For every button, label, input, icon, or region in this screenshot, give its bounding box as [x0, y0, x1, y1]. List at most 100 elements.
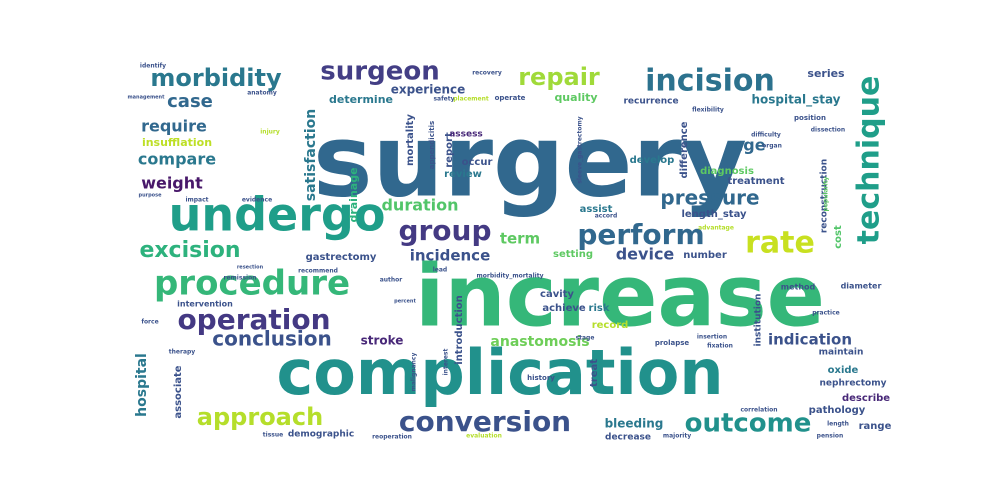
word-60: risk [589, 303, 610, 314]
word-43: mortality [405, 114, 416, 166]
word-3: undergo [169, 188, 386, 242]
word-80: history [527, 374, 555, 382]
word-30: anastomosis [490, 334, 589, 350]
word-101: operate [495, 94, 526, 102]
word-123: anatomy [247, 90, 277, 97]
word-20: case [167, 91, 213, 112]
word-83: dissection [811, 127, 845, 134]
word-2: complication [276, 336, 723, 409]
word-46: occur [462, 157, 493, 168]
word-57: gastrectomy [306, 252, 377, 263]
word-41: insufflation [142, 136, 212, 149]
word-50: develop [630, 155, 675, 166]
word-79: prolapse [655, 339, 690, 347]
word-67: nephrectomy [820, 379, 887, 389]
word-47: difference [679, 121, 690, 178]
word-88: sleeve_gastrectomy [577, 116, 584, 183]
word-76: method [781, 283, 816, 292]
word-108: lead [433, 267, 447, 274]
word-74: recurrence [623, 97, 678, 107]
word-122: accord [595, 213, 618, 220]
word-38: determine [329, 93, 393, 106]
word-115: resection [237, 265, 264, 271]
word-91: force [141, 319, 158, 326]
word-116: evaluation [466, 433, 502, 440]
word-98: impact [185, 197, 208, 204]
word-92: therapy [169, 349, 196, 356]
word-29: incidence [410, 247, 491, 265]
word-71: maintain [819, 348, 864, 358]
word-10: operation [177, 303, 330, 336]
word-77: assess [449, 130, 483, 140]
word-65: associate [173, 365, 184, 418]
word-70: range [859, 421, 892, 432]
word-119: fixation [707, 343, 733, 350]
word-24: duration [381, 196, 458, 215]
word-11: conversion [399, 405, 571, 438]
word-51: reconstruction [820, 159, 830, 233]
word-49: treatment [727, 176, 784, 187]
word-6: incision [645, 64, 775, 99]
word-56: cost [833, 225, 844, 249]
word-23: compare [138, 150, 216, 169]
word-59: achieve [542, 303, 586, 314]
word-21: require [141, 117, 207, 136]
word-18: conclusion [212, 327, 332, 351]
word-69: pathology [809, 405, 866, 416]
word-94: management [127, 95, 165, 101]
word-7: group [398, 214, 491, 247]
word-34: bleeding [605, 417, 664, 431]
word-8: perform [577, 218, 704, 251]
word-102: morbidity_mortality [477, 273, 544, 280]
word-13: approach [197, 403, 323, 431]
word-61: record [592, 320, 629, 331]
word-14: surgeon [320, 57, 439, 87]
word-105: malignancy [411, 353, 418, 392]
word-33: stroke [361, 334, 404, 348]
word-86: popularity [823, 176, 830, 211]
word-40: series [807, 67, 845, 80]
word-64: treat [589, 359, 600, 387]
word-28: term [500, 230, 540, 248]
word-32: hospital [134, 353, 150, 417]
word-100: placement [453, 96, 489, 103]
word-26: age [732, 136, 765, 155]
word-44: report [444, 132, 455, 168]
word-89: appendicitis [428, 121, 436, 169]
word-52: assist [580, 204, 613, 215]
word-63: introduction [454, 295, 465, 365]
word-66: oxide [828, 365, 859, 376]
word-93: identify [140, 63, 166, 70]
word-111: practice [812, 310, 839, 317]
word-45: review [444, 169, 482, 180]
word-9: rate [745, 226, 815, 261]
word-68: describe [842, 393, 890, 404]
word-27: device [616, 245, 675, 264]
word-1: increase [415, 246, 825, 346]
word-62: institution [754, 294, 764, 347]
word-117: majority [663, 433, 691, 440]
word-87: correlation [740, 407, 777, 414]
word-84: difficulty [751, 132, 781, 139]
word-73: decrease [605, 433, 651, 443]
word-54: setting [553, 249, 593, 260]
word-106: percent [394, 299, 416, 305]
word-42: drainage [347, 167, 360, 222]
word-22: weight [141, 174, 203, 193]
word-25: satisfaction [303, 109, 319, 202]
word-17: excision [139, 238, 240, 263]
word-90: tissue [263, 432, 283, 439]
word-118: insertion [697, 334, 727, 341]
word-120: reoperation [372, 434, 412, 441]
word-72: demographic [288, 430, 354, 440]
word-109: stage [576, 335, 595, 342]
word-81: position [794, 114, 826, 122]
word-114: pension [817, 433, 844, 440]
word-85: advantage [698, 225, 734, 232]
word-19: pressure [660, 186, 759, 210]
word-5: technique [852, 76, 887, 245]
word-75: diameter [841, 282, 882, 291]
word-97: purpose [139, 193, 163, 199]
word-36: hospital_stay [751, 93, 840, 108]
